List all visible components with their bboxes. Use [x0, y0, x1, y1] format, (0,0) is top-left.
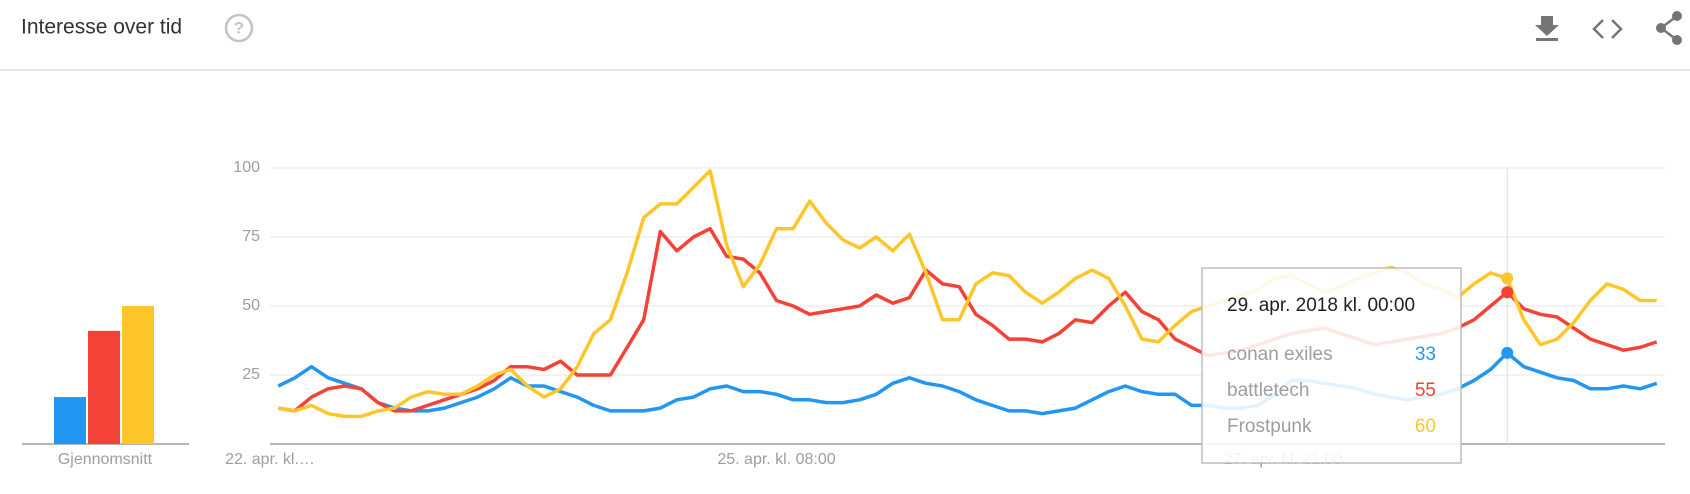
y-tick-label: 25 — [242, 366, 260, 383]
hover-dot — [1501, 286, 1514, 299]
hover-dot — [1501, 346, 1514, 359]
tooltip-value: 33 — [1415, 344, 1436, 365]
y-tick-label: 100 — [233, 159, 260, 176]
tooltip-value: 55 — [1415, 380, 1436, 401]
x-tick-label: 22. apr. kl.… — [225, 451, 315, 468]
share-icon[interactable] — [1656, 11, 1682, 45]
tooltip-name: conan exiles — [1227, 344, 1333, 365]
tooltip-name: battletech — [1227, 380, 1309, 401]
average-bar — [122, 306, 154, 444]
tooltip-name: Frostpunk — [1227, 416, 1312, 437]
y-tick-label: 50 — [242, 297, 260, 314]
widget-title: Interesse over tid — [21, 16, 182, 39]
svg-text:?: ? — [234, 18, 244, 37]
embed-icon[interactable] — [1592, 19, 1623, 39]
help-icon[interactable]: ? — [224, 13, 254, 43]
tooltip-value: 60 — [1415, 416, 1436, 437]
average-bar — [54, 397, 86, 444]
y-tick-label: 75 — [242, 228, 260, 245]
average-bar — [88, 330, 120, 444]
hover-dot — [1501, 272, 1514, 285]
tooltip-box — [1201, 267, 1462, 464]
x-tick-label: 25. apr. kl. 08:00 — [717, 451, 835, 468]
average-label: Gjennomsnitt — [58, 451, 153, 468]
tooltip: 29. apr. 2018 kl. 00:00 conan exiles 33 bat… — [1201, 267, 1462, 464]
tooltip-title: 29. apr. 2018 kl. 00:00 — [1227, 295, 1415, 316]
download-icon[interactable] — [1535, 16, 1559, 41]
